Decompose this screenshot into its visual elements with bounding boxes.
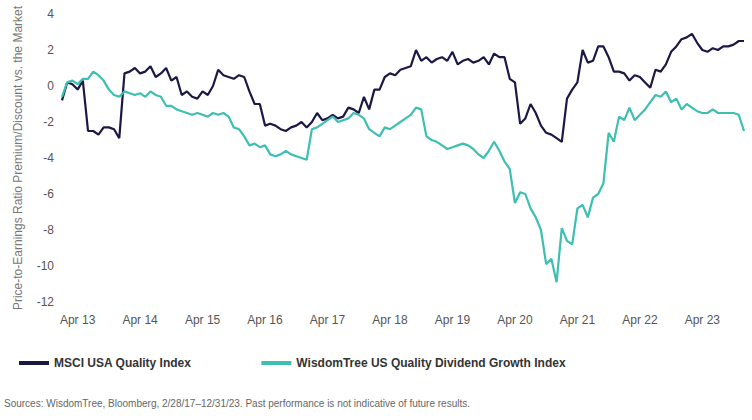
svg-text:0: 0 <box>47 79 54 93</box>
svg-text:-2: -2 <box>43 115 54 129</box>
svg-text:-8: -8 <box>43 223 54 237</box>
svg-text:Apr 22: Apr 22 <box>622 313 658 327</box>
svg-text:MSCI USA Quality Index: MSCI USA Quality Index <box>54 356 191 370</box>
svg-text:Apr 19: Apr 19 <box>435 313 471 327</box>
svg-text:Apr 20: Apr 20 <box>497 313 533 327</box>
svg-text:-6: -6 <box>43 187 54 201</box>
svg-text:Apr 21: Apr 21 <box>560 313 596 327</box>
svg-text:Apr 13: Apr 13 <box>60 313 96 327</box>
svg-text:Price-to-Earnings Ratio Premiu: Price-to-Earnings Ratio Premium/Discount… <box>11 5 25 310</box>
svg-text:Apr 18: Apr 18 <box>372 313 408 327</box>
svg-text:Apr 15: Apr 15 <box>185 313 221 327</box>
svg-text:2: 2 <box>47 43 54 57</box>
svg-text:-10: -10 <box>37 259 55 273</box>
svg-text:-12: -12 <box>37 295 55 309</box>
svg-text:Apr 17: Apr 17 <box>310 313 346 327</box>
svg-text:Apr 14: Apr 14 <box>122 313 158 327</box>
svg-text:Sources: WisdomTree, Bloomberg: Sources: WisdomTree, Bloomberg, 2/28/17–… <box>4 398 470 409</box>
svg-text:-4: -4 <box>43 151 54 165</box>
svg-text:4: 4 <box>47 7 54 21</box>
svg-text:WisdomTree US Quality Dividend: WisdomTree US Quality Dividend Growth In… <box>296 356 566 370</box>
svg-text:Apr 23: Apr 23 <box>685 313 721 327</box>
svg-text:Apr 16: Apr 16 <box>247 313 283 327</box>
